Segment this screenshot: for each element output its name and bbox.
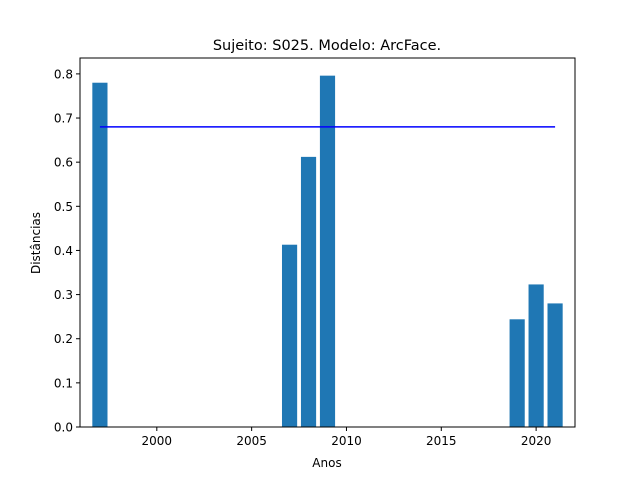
bar-2019 bbox=[509, 319, 525, 427]
y-axis-label: Distâncias bbox=[29, 212, 43, 274]
x-axis: 2000 2005 2010 2015 2020 bbox=[142, 427, 552, 448]
bar-2007 bbox=[281, 244, 298, 427]
y-tick-label-3: 0.3 bbox=[54, 288, 73, 302]
y-axis: 0.0 0.1 0.2 0.3 0.4 0.5 0.6 0.7 0.8 bbox=[54, 67, 80, 435]
y-tick-label-8: 0.8 bbox=[54, 67, 73, 81]
y-tick-label-5: 0.5 bbox=[54, 200, 73, 214]
bar-2009 bbox=[319, 75, 336, 427]
y-tick-label-0: 0.0 bbox=[54, 421, 73, 435]
y-tick-label-6: 0.6 bbox=[54, 156, 73, 170]
bar-2008 bbox=[300, 156, 317, 427]
bar-2021 bbox=[547, 303, 563, 427]
chart-title: Sujeito: S025. Modelo: ArcFace. bbox=[213, 38, 441, 54]
x-axis-label: Anos bbox=[312, 456, 341, 470]
x-tick-label-2010: 2010 bbox=[331, 434, 362, 448]
bar-series bbox=[92, 75, 563, 427]
y-tick-label-1: 0.1 bbox=[54, 376, 73, 390]
y-tick-label-4: 0.4 bbox=[54, 244, 73, 258]
y-tick-label-2: 0.2 bbox=[54, 332, 73, 346]
bar-1997 bbox=[92, 82, 108, 427]
x-tick-label-2005: 2005 bbox=[236, 434, 267, 448]
x-tick-label-2020: 2020 bbox=[521, 434, 552, 448]
x-tick-label-2000: 2000 bbox=[142, 434, 173, 448]
plot-frame bbox=[79, 57, 576, 428]
y-tick-label-7: 0.7 bbox=[54, 112, 73, 126]
x-tick-label-2015: 2015 bbox=[426, 434, 457, 448]
bar-2020 bbox=[528, 284, 544, 427]
